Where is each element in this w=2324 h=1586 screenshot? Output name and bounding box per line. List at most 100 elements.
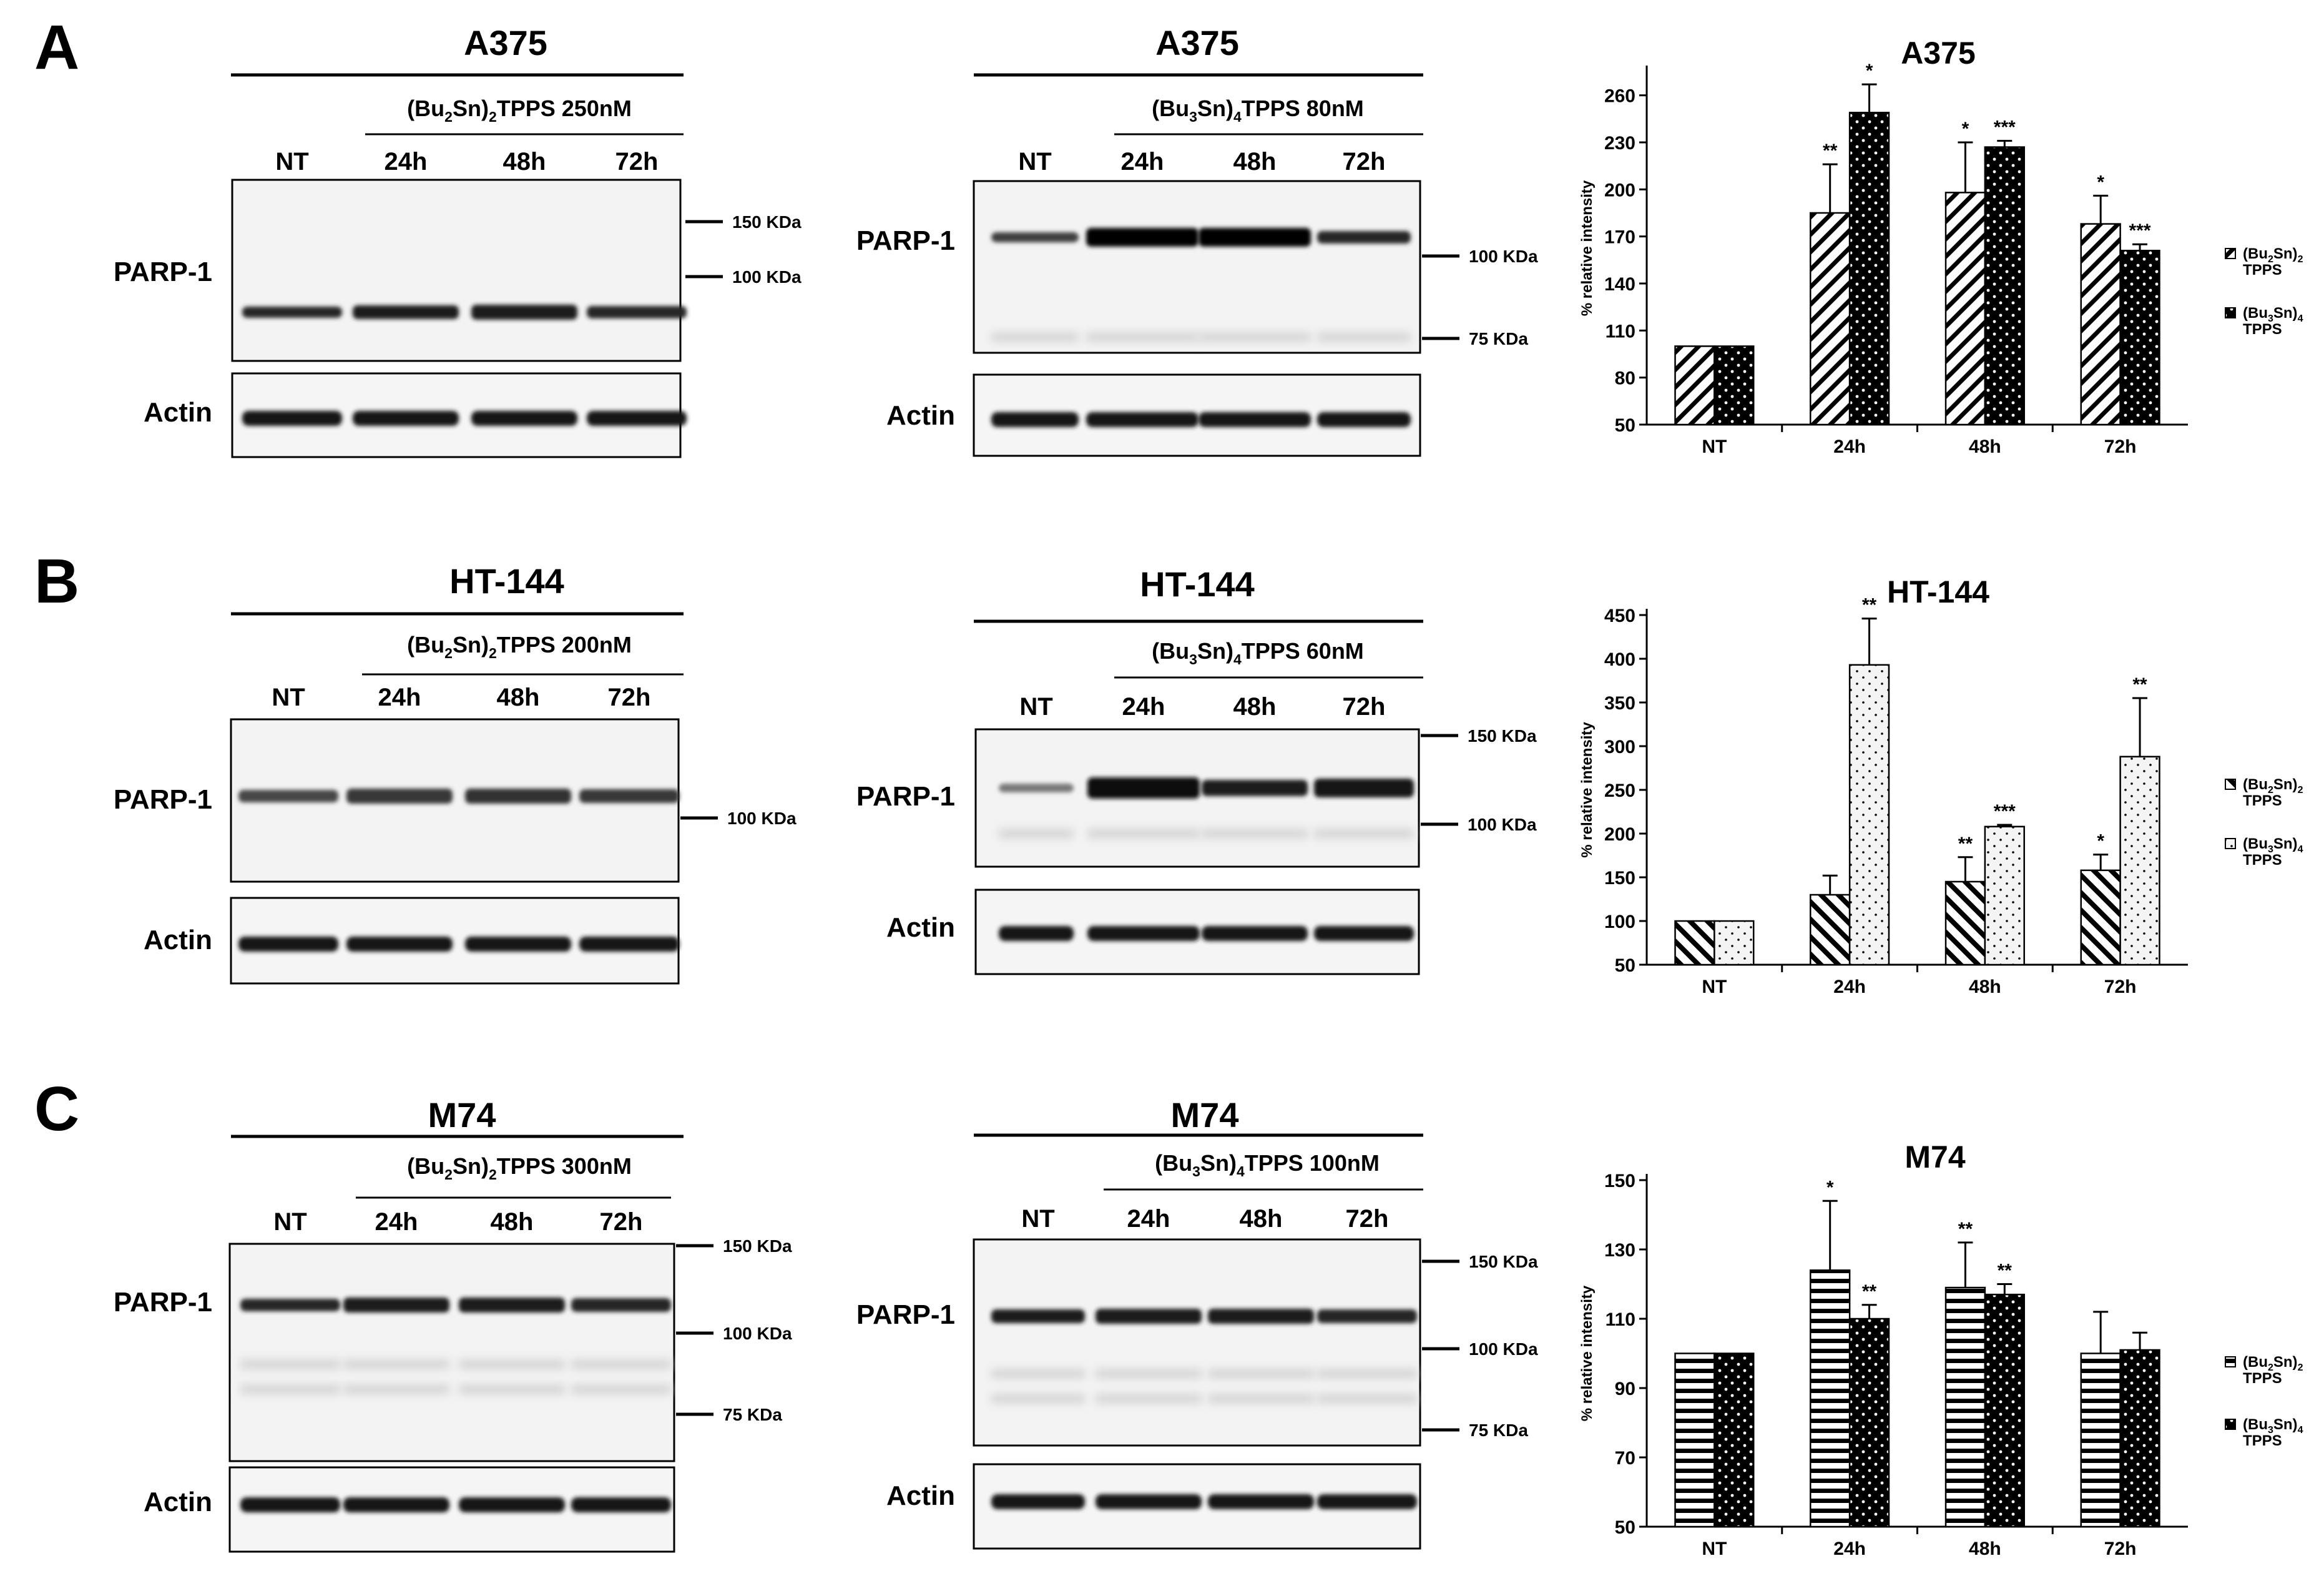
kda-marker-label: 100 KDa bbox=[1469, 1339, 1538, 1359]
formula-text: Sn) bbox=[2273, 1354, 2298, 1371]
formula-text: TPPS 250nM bbox=[497, 96, 632, 121]
legend-label-line2: TPPS bbox=[2243, 1370, 2282, 1387]
parp-blot-frame bbox=[228, 1243, 675, 1462]
legend-swatch bbox=[2225, 1419, 2236, 1430]
formula-subscript: 3 bbox=[2268, 1425, 2273, 1436]
lane-label: 72h bbox=[1343, 693, 1386, 721]
parp-faint-band bbox=[1202, 829, 1308, 839]
y-axis-label: % relative intensity bbox=[1579, 1285, 1596, 1421]
actin-band bbox=[346, 937, 453, 952]
formula-subscript: 2 bbox=[2268, 1362, 2273, 1373]
formula-subscript: 2 bbox=[489, 109, 497, 125]
lane-label: 24h bbox=[385, 148, 428, 175]
row-label-parp1: PARP-1 bbox=[114, 257, 212, 287]
parp-band bbox=[240, 1299, 340, 1311]
parp-faint-band bbox=[999, 829, 1074, 839]
legend-label-line1: (Bu2Sn)2 bbox=[2243, 1354, 2303, 1373]
formula-text: TPPS 300nM bbox=[497, 1153, 632, 1179]
bar bbox=[1984, 825, 2025, 966]
parp-band bbox=[242, 307, 342, 318]
actin-band bbox=[465, 937, 571, 952]
formula-text: (Bu bbox=[2243, 245, 2268, 262]
treatment-label: (Bu3Sn)4TPPS 80nM bbox=[1152, 96, 1364, 125]
kda-marker-label: 75 KDa bbox=[1469, 1421, 1528, 1440]
parp-faint-band bbox=[1208, 1394, 1314, 1404]
formula-text: (Bu bbox=[1152, 96, 1189, 121]
significance-label: ** bbox=[1862, 1281, 1877, 1302]
bar-chart: HT-144 % relative intensity 50 100 150 200 250… bbox=[1579, 574, 2303, 997]
legend-label-line1: (Bu2Sn)2 bbox=[2243, 245, 2303, 265]
western-blot: M74 (Bu3Sn)4TPPS 100nM NT 24h 48h 72h PARP-1 Ac… bbox=[856, 1095, 1538, 1550]
x-tick-label: NT bbox=[1702, 977, 1727, 997]
lane-label: 48h bbox=[1240, 1205, 1283, 1233]
parp-band bbox=[1317, 231, 1411, 244]
western-blot: A375 (Bu3Sn)4TPPS 80nM NT 24h 48h 72h PARP-1 Ac… bbox=[856, 23, 1538, 457]
chart-title: A375 bbox=[1901, 36, 1976, 71]
lane-label: 24h bbox=[1121, 148, 1164, 175]
bar bbox=[1810, 1269, 1851, 1528]
parp-band bbox=[991, 232, 1079, 242]
formula-text: Sn) bbox=[1197, 96, 1233, 121]
lane-label: 48h bbox=[1233, 148, 1277, 175]
blot-cell-line-title: A375 bbox=[464, 23, 547, 62]
significance-label: ** bbox=[2132, 674, 2147, 695]
bar bbox=[1810, 212, 1851, 426]
formula-text: Sn) bbox=[453, 96, 489, 121]
y-tick-label: 50 bbox=[1615, 415, 1635, 436]
actin-band bbox=[242, 411, 342, 426]
actin-band bbox=[571, 1497, 671, 1512]
parp-faint-band bbox=[1314, 829, 1414, 839]
lane-label: 48h bbox=[1233, 693, 1277, 721]
legend-swatch bbox=[2225, 838, 2236, 849]
lane-label: 48h bbox=[497, 684, 540, 711]
parp-band bbox=[579, 789, 679, 803]
parp-band bbox=[999, 784, 1074, 792]
treatment-label: (Bu2Sn)2TPPS 300nM bbox=[407, 1153, 632, 1183]
lane-label: 72h bbox=[1346, 1205, 1389, 1233]
parp-band bbox=[459, 1298, 565, 1313]
formula-text: Sn) bbox=[453, 632, 489, 658]
formula-text: Sn) bbox=[1200, 1150, 1237, 1176]
y-tick-label: 450 bbox=[1604, 606, 1635, 626]
bar bbox=[1944, 880, 1986, 966]
actin-band bbox=[238, 937, 338, 952]
bar-chart: M74 % relative intensity 50 70 90 110 130 150 NT… bbox=[1579, 1140, 2303, 1559]
bar bbox=[1848, 664, 1890, 966]
bar bbox=[1984, 1293, 2025, 1528]
parp-faint-band bbox=[343, 1384, 449, 1394]
kda-marker-label: 150 KDa bbox=[723, 1236, 792, 1256]
y-tick-label: 150 bbox=[1604, 1171, 1635, 1191]
panel-letter: A bbox=[34, 12, 79, 82]
bar bbox=[1810, 894, 1851, 966]
bar bbox=[1714, 345, 1755, 426]
lane-label: NT bbox=[275, 148, 308, 175]
parp-faint-band bbox=[1096, 1394, 1202, 1404]
x-tick-label: 72h bbox=[2104, 436, 2137, 457]
actin-band bbox=[999, 926, 1074, 941]
parp-faint-band bbox=[240, 1384, 340, 1394]
legend-label-line2: TPPS bbox=[2243, 321, 2282, 338]
lane-label: 48h bbox=[491, 1208, 534, 1236]
parp-band bbox=[1317, 1309, 1417, 1323]
formula-subscript: 2 bbox=[2268, 785, 2273, 795]
bar bbox=[1674, 920, 1715, 966]
y-tick-label: 140 bbox=[1604, 274, 1635, 295]
significance-label: ** bbox=[1862, 595, 1877, 616]
bar bbox=[1944, 192, 1986, 426]
blot-cell-line-title: HT-144 bbox=[449, 561, 564, 601]
bar bbox=[1714, 1352, 1755, 1528]
actin-band bbox=[991, 1494, 1085, 1509]
formula-text: (Bu bbox=[2243, 1416, 2268, 1433]
formula-text: (Bu bbox=[2243, 776, 2268, 793]
actin-band bbox=[579, 937, 679, 952]
bar bbox=[1944, 1286, 1986, 1528]
kda-marker-label: 150 KDa bbox=[732, 212, 802, 232]
parp-band bbox=[471, 305, 577, 320]
formula-subscript: 3 bbox=[1192, 1163, 1200, 1180]
lane-label: NT bbox=[1021, 1205, 1054, 1233]
bar bbox=[1674, 1352, 1715, 1528]
parp-band bbox=[1096, 1309, 1202, 1324]
formula-text: (Bu bbox=[2243, 305, 2268, 322]
